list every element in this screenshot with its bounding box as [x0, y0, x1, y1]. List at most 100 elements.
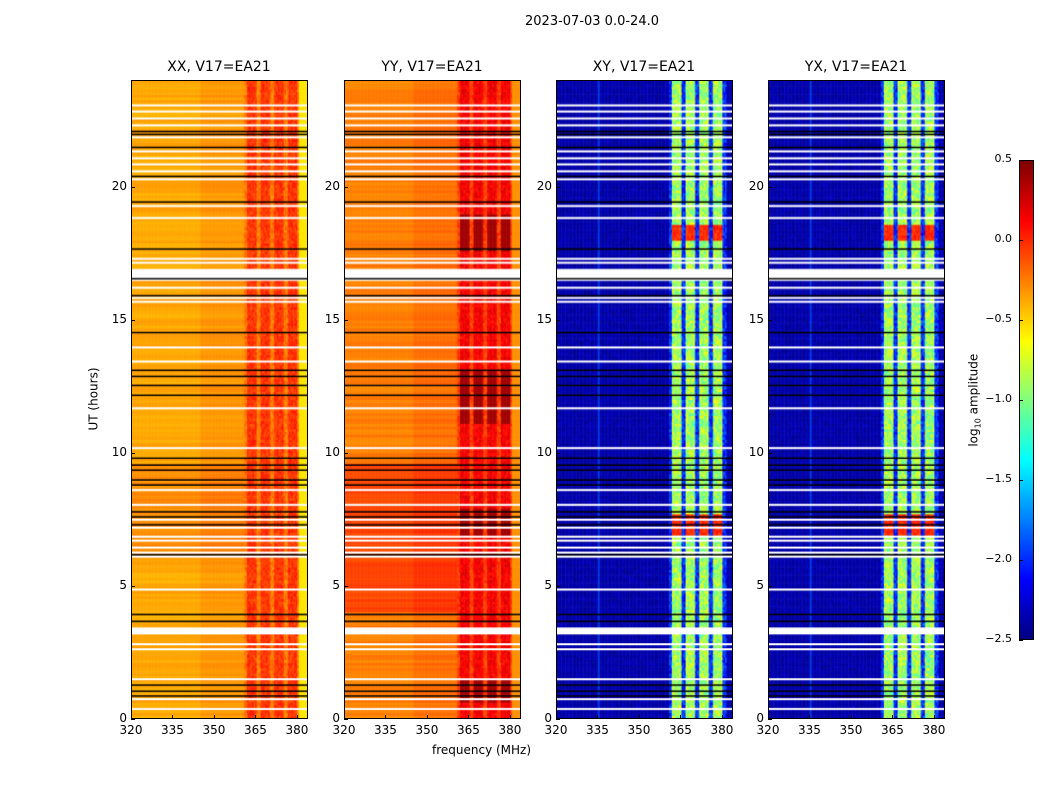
x-tick-label: 365 — [244, 723, 267, 737]
y-tick-mark — [768, 452, 772, 454]
x-tick-label: 320 — [544, 723, 568, 737]
x-tick-label: 350 — [627, 723, 651, 737]
x-tick-mark — [385, 715, 387, 719]
y-tick-label: 10 — [748, 444, 764, 459]
x-tick-label: 365 — [881, 723, 904, 737]
y-tick-mark — [344, 719, 348, 720]
colorbar-tick-mark — [1019, 400, 1023, 401]
x-tick-label: 335 — [374, 723, 397, 737]
heatmap-panel — [768, 80, 945, 719]
x-tick-mark — [131, 715, 132, 719]
x-tick-label: 380 — [710, 723, 734, 737]
y-tick-mark — [556, 186, 560, 188]
colorbar-label-rest: amplitude — [966, 353, 981, 419]
x-tick-mark — [255, 715, 257, 719]
x-tick-label: 335 — [586, 723, 609, 737]
x-tick-mark — [172, 715, 174, 719]
x-tick-label: 320 — [332, 723, 356, 737]
colorbar-tick-mark — [1019, 320, 1023, 321]
y-tick-label: 0 — [119, 711, 127, 725]
x-axis-label: frequency (MHz) — [432, 743, 532, 757]
x-tick-label: 320 — [756, 723, 780, 737]
y-tick-label: 5 — [332, 577, 340, 592]
x-tick-label: 365 — [669, 723, 692, 737]
y-tick-label: 0 — [332, 711, 340, 725]
heatmap-panel — [131, 80, 308, 719]
y-tick-label: 20 — [324, 178, 340, 193]
x-tick-mark — [426, 715, 428, 719]
x-tick-mark — [213, 715, 215, 719]
colorbar-tick-label: 0.5 — [994, 152, 1013, 165]
colorbar-tick-mark — [1019, 480, 1023, 481]
y-tick-label: 5 — [119, 577, 127, 592]
colorbar-label-sub: 10 — [973, 418, 983, 429]
y-tick-label: 15 — [324, 311, 340, 326]
colorbar-tick-label: −1.5 — [985, 472, 1012, 485]
heatmap-xy — [557, 81, 732, 718]
y-tick-label: 0 — [756, 711, 764, 725]
colorbar-tick-mark — [1019, 560, 1023, 561]
y-tick-label: 5 — [544, 577, 552, 592]
x-tick-mark — [597, 715, 599, 719]
y-tick-label: 15 — [536, 311, 552, 326]
x-tick-mark — [933, 715, 935, 719]
y-tick-label: 5 — [756, 577, 764, 592]
figure-title: 2023-07-03 0.0-24.0 — [525, 14, 659, 29]
colorbar-tick-label: −0.5 — [985, 312, 1012, 325]
y-tick-label: 20 — [111, 178, 127, 193]
x-tick-mark — [296, 715, 298, 719]
y-tick-mark — [131, 186, 135, 188]
x-tick-label: 350 — [839, 723, 863, 737]
y-tick-mark — [344, 186, 348, 188]
panel-title: XX, V17=EA21 — [167, 59, 271, 75]
colorbar-tick-label: −2.5 — [985, 632, 1012, 645]
y-tick-mark — [344, 452, 348, 454]
y-tick-mark — [556, 719, 560, 720]
y-tick-label: 20 — [536, 178, 552, 193]
x-tick-mark — [892, 715, 894, 719]
colorbar-tick-mark — [1019, 240, 1023, 241]
x-tick-mark — [721, 715, 723, 719]
colorbar-label: log10 amplitude — [966, 354, 982, 447]
y-tick-mark — [131, 719, 135, 720]
panel-title: YX, V17=EA21 — [804, 59, 908, 75]
y-tick-mark — [768, 719, 772, 720]
heatmap-panel — [556, 80, 733, 719]
colorbar-tick-mark — [1019, 640, 1023, 641]
y-tick-label: 10 — [536, 444, 552, 459]
y-tick-label: 10 — [324, 444, 340, 459]
heatmap-yx — [769, 81, 944, 718]
x-tick-label: 380 — [498, 723, 522, 737]
panel-title: XY, V17=EA21 — [592, 59, 696, 75]
colorbar-tick-mark — [1019, 160, 1023, 161]
y-tick-mark — [131, 452, 135, 454]
y-tick-mark — [131, 585, 135, 587]
y-tick-mark — [768, 319, 772, 321]
heatmap-xx — [132, 81, 307, 718]
colorbar-tick-label: 0.0 — [994, 232, 1013, 245]
x-tick-label: 320 — [119, 723, 143, 737]
y-tick-mark — [556, 452, 560, 454]
y-tick-mark — [344, 319, 348, 321]
y-tick-mark — [768, 186, 772, 188]
y-tick-label: 0 — [544, 711, 552, 725]
x-tick-label: 350 — [415, 723, 439, 737]
heatmap-panel — [344, 80, 521, 719]
x-tick-label: 365 — [457, 723, 480, 737]
x-tick-mark — [850, 715, 852, 719]
colorbar-tick-label: −1.0 — [985, 392, 1012, 405]
x-tick-mark — [809, 715, 811, 719]
y-tick-label: 15 — [748, 311, 764, 326]
x-tick-mark — [468, 715, 470, 719]
x-tick-label: 380 — [285, 723, 309, 737]
y-tick-mark — [344, 585, 348, 587]
x-tick-mark — [680, 715, 682, 719]
y-tick-mark — [556, 585, 560, 587]
y-tick-mark — [131, 319, 135, 321]
y-tick-mark — [556, 319, 560, 321]
x-tick-mark — [556, 715, 557, 719]
colorbar-label-main: log — [966, 428, 981, 447]
x-tick-label: 335 — [161, 723, 184, 737]
y-axis-label: UT (hours) — [86, 367, 101, 431]
